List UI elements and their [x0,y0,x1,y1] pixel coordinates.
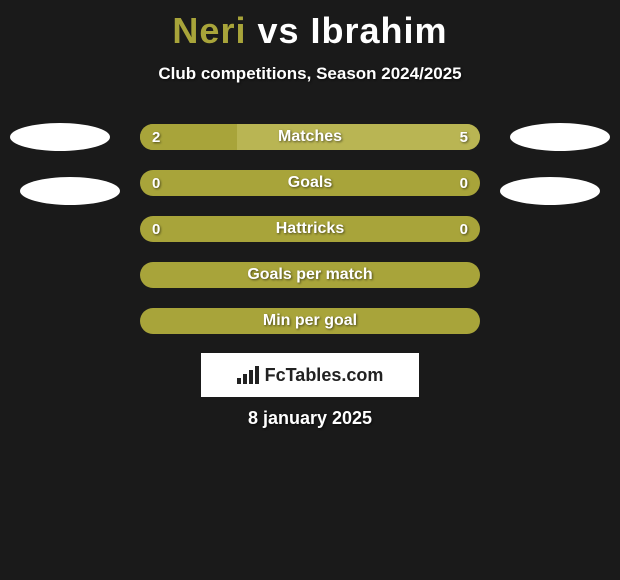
player1-avatar-placeholder [10,123,110,151]
stat-value-right: 5 [460,124,468,150]
subtitle: Club competitions, Season 2024/2025 [0,64,620,84]
stat-bar: Goals0 0 [140,170,480,196]
stat-bar: Hattricks0 0 [140,216,480,242]
stats-bars: Matches25Goals00Hattricks00Goals per mat… [140,124,480,354]
stat-label: Min per goal [140,308,480,334]
stat-label: Matches [140,124,480,150]
player2-avatar-placeholder [510,123,610,151]
vs-separator: vs [257,10,299,51]
stat-value-left: 2 [152,124,160,150]
stat-label: Hattricks [140,216,480,242]
stat-label: Goals [140,170,480,196]
bar-chart-icon [237,366,259,384]
brand-box: FcTables.com [201,353,419,397]
stat-value-left: 0 [152,216,160,242]
stat-bar: Goals per match [140,262,480,288]
page-title: Neri vs Ibrahim [0,0,620,52]
stat-label: Goals per match [140,262,480,288]
player1-flag-placeholder [20,177,120,205]
player2-flag-placeholder [500,177,600,205]
stat-value-left: 0 [152,170,160,196]
player1-name: Neri [172,10,246,51]
stat-value-right: 0 [460,216,468,242]
date-label: 8 january 2025 [0,408,620,429]
stat-value-right: 0 [460,170,468,196]
brand-text: FcTables.com [265,365,384,386]
stat-bar: Min per goal [140,308,480,334]
stat-bar: Matches2 5 [140,124,480,150]
player2-name: Ibrahim [311,10,448,51]
